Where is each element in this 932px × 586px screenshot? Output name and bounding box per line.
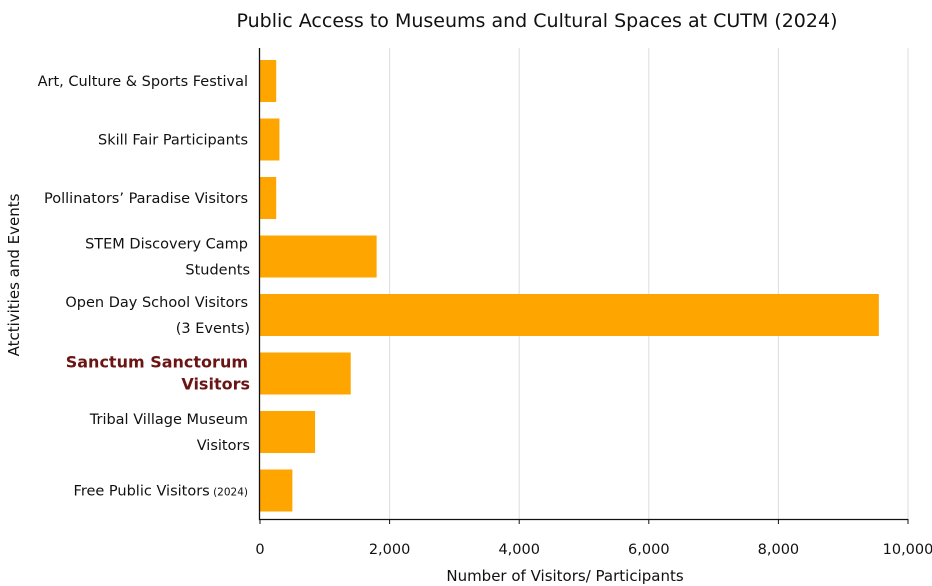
- x-tick-label: 0: [255, 542, 264, 558]
- category-label: STEM Discovery Camp: [85, 237, 248, 253]
- x-tick-label: 6,000: [628, 542, 670, 558]
- x-tick-label: 8,000: [758, 542, 800, 558]
- bar: [260, 235, 377, 278]
- bar: [260, 60, 277, 102]
- category-labels: Art, Culture & Sports Festival Skill Fair…: [38, 74, 250, 500]
- bars: [260, 60, 879, 512]
- bar: [260, 294, 879, 336]
- bar: [260, 411, 316, 453]
- category-label-suffix: (2024): [210, 487, 248, 499]
- x-tick-label: 4,000: [498, 542, 540, 558]
- category-label: Pollinators’ Paradise Visitors: [44, 191, 248, 207]
- bar: [260, 469, 293, 512]
- x-tick-label: 2,000: [369, 542, 411, 558]
- category-label: Open Day School Visitors: [65, 295, 248, 311]
- category-label: Skill Fair Participants: [98, 133, 248, 149]
- category-label: Tribal Village Museum: [89, 412, 248, 428]
- category-label: Visitors: [181, 375, 250, 394]
- bar: [260, 118, 280, 161]
- bar: [260, 177, 277, 219]
- category-label: Free Public Visitors (2024): [74, 484, 248, 500]
- x-axis-label: Number of Visitors/ Participants: [446, 567, 683, 585]
- grid: [389, 48, 909, 519]
- chart-title: Public Access to Museums and Cultural Sp…: [237, 10, 838, 32]
- x-tick-label: 10,000: [883, 542, 932, 558]
- category-label: (3 Events): [176, 321, 250, 337]
- category-label: Art, Culture & Sports Festival: [38, 74, 248, 90]
- category-label: Students: [185, 263, 250, 279]
- x-tick-labels: 0 2,000 4,000 6,000 8,000 10,000: [255, 519, 932, 558]
- category-label: Visitors: [197, 438, 250, 454]
- bar: [260, 352, 351, 395]
- y-axis-label: Atctivities and Events: [5, 193, 23, 356]
- category-label: Sanctum Sanctorum: [66, 353, 248, 372]
